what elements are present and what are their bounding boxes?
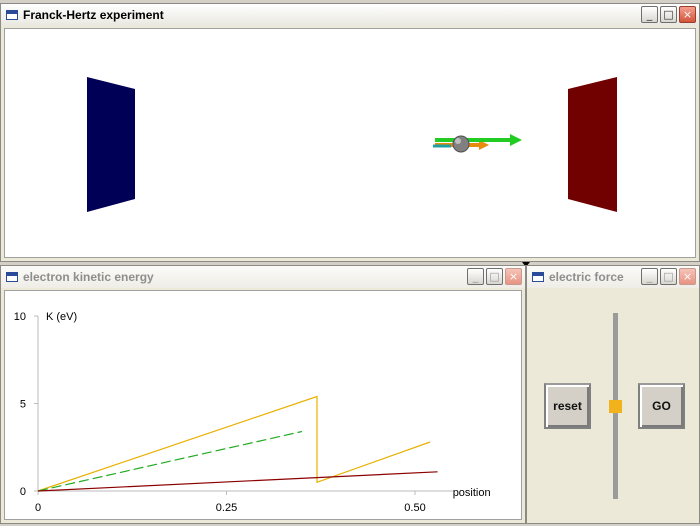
energy-chart: 0 5 10 0 0.25 0.50 K (eV) position [14,311,491,514]
velocity-arrowhead [510,134,522,146]
close-button[interactable]: × [505,268,522,285]
energy-window: electron kinetic energy _ □ × 0 5 10 0 0.25 0… [0,265,526,524]
main-window: Franck-Hertz experiment _ □ × [0,3,700,262]
y-tick-label: 10 [14,311,26,323]
maximize-button[interactable]: □ [486,268,503,285]
electron-highlight [455,138,461,144]
series-line-3 [37,471,438,492]
window-icon [6,10,18,20]
scene-canvas[interactable] [4,28,696,258]
electron-group [433,134,522,153]
y-tick-label: 0 [20,486,26,498]
series-line-1 [37,395,431,492]
series-line-2 [37,430,303,492]
right-plate [568,77,617,212]
force-controls: reset GO [530,290,696,520]
y-axis-label: K (eV) [46,311,77,323]
go-button[interactable]: GO [638,383,685,429]
splitter-arrow[interactable] [522,262,530,267]
main-titlebar[interactable]: Franck-Hertz experiment _ □ × [1,4,699,26]
force-titlebar[interactable]: electric force _ □ × [527,266,699,288]
left-plate [87,77,135,212]
force-slider-thumb[interactable] [609,400,622,413]
close-button[interactable]: × [679,268,696,285]
energy-titlebar[interactable]: electron kinetic energy _ □ × [1,266,525,288]
y-tick-label: 5 [20,399,26,411]
x-tick-label: 0.25 [216,502,237,514]
close-button[interactable]: × [679,6,696,23]
force-arrowhead [479,140,489,150]
window-icon [6,272,18,282]
maximize-button[interactable]: □ [660,6,677,23]
energy-window-title: electron kinetic energy [23,270,154,284]
minimize-button[interactable]: _ [641,268,658,285]
force-window: electric force _ □ × reset GO [526,265,700,524]
x-axis-label: position [453,487,491,499]
window-icon [532,272,544,282]
minimize-button[interactable]: _ [467,268,484,285]
energy-chart-area: 0 5 10 0 0.25 0.50 K (eV) position [4,290,522,520]
x-tick-label: 0.50 [404,502,425,514]
scene-svg [87,77,617,212]
force-window-title: electric force [549,270,624,284]
electron[interactable] [452,135,470,153]
maximize-button[interactable]: □ [660,268,677,285]
x-tick-label: 0 [35,502,41,514]
main-window-title: Franck-Hertz experiment [23,8,164,22]
minimize-button[interactable]: _ [641,6,658,23]
reset-button[interactable]: reset [544,383,591,429]
